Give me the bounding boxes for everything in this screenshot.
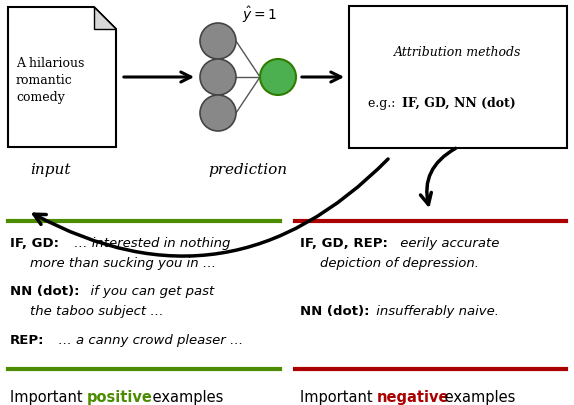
Text: Important: Important — [10, 389, 87, 404]
Polygon shape — [8, 8, 116, 148]
Text: A hilarious
romantic
comedy: A hilarious romantic comedy — [16, 57, 84, 104]
Circle shape — [200, 60, 236, 96]
Text: REP:: REP: — [10, 333, 45, 346]
Text: … interested in nothing: … interested in nothing — [70, 237, 230, 249]
Text: IF, GD, REP:: IF, GD, REP: — [300, 237, 388, 249]
Text: depiction of depression.: depiction of depression. — [320, 256, 479, 269]
Text: IF, GD, NN (dot): IF, GD, NN (dot) — [402, 96, 516, 109]
Text: eerily accurate: eerily accurate — [396, 237, 499, 249]
Text: input: input — [30, 162, 70, 177]
Text: insufferably naive.: insufferably naive. — [372, 304, 499, 317]
Text: IF, GD:: IF, GD: — [10, 237, 59, 249]
Circle shape — [260, 60, 296, 96]
Text: Important: Important — [300, 389, 377, 404]
FancyBboxPatch shape — [349, 7, 567, 149]
Text: examples: examples — [148, 389, 223, 404]
Text: more than sucking you in …: more than sucking you in … — [30, 256, 216, 269]
Text: the taboo subject …: the taboo subject … — [30, 304, 164, 317]
Text: NN (dot):: NN (dot): — [10, 284, 80, 297]
Text: examples: examples — [440, 389, 515, 404]
Text: if you can get past: if you can get past — [82, 284, 214, 297]
Text: positive: positive — [87, 389, 153, 404]
Circle shape — [200, 96, 236, 132]
Polygon shape — [94, 8, 116, 30]
Text: negative: negative — [377, 389, 449, 404]
Text: Attribution methods: Attribution methods — [394, 46, 522, 59]
Text: e.g.:: e.g.: — [368, 96, 404, 109]
Text: … a canny crowd pleaser …: … a canny crowd pleaser … — [50, 333, 243, 346]
Circle shape — [200, 24, 236, 60]
Text: $\hat{y} = 1$: $\hat{y} = 1$ — [242, 5, 278, 25]
Text: prediction: prediction — [208, 162, 288, 177]
Text: NN (dot):: NN (dot): — [300, 304, 370, 317]
